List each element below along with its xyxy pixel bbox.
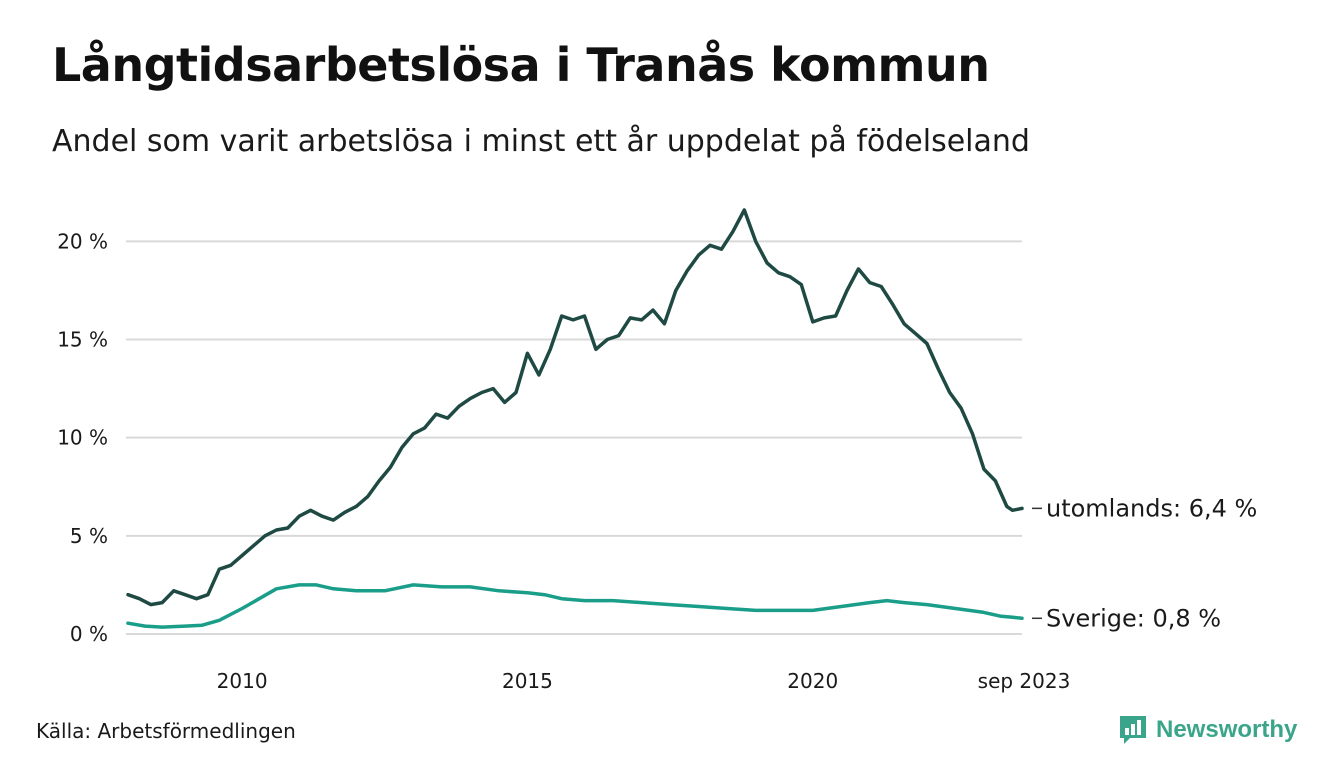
newsworthy-logo-icon xyxy=(1120,716,1146,744)
end-label-utomlands: utomlands: 6,4 % xyxy=(1046,494,1257,522)
brand: Newsworthy xyxy=(1118,714,1297,746)
x-tick-label: 2010 xyxy=(217,669,268,693)
grid-lines xyxy=(126,240,1022,635)
end-labels: utomlands: 6,4 % Sverige: 0,8 % xyxy=(1032,494,1257,632)
series-line-sverige xyxy=(126,583,1024,629)
x-axis-ticks: 2010 2015 2020 sep 2023 xyxy=(217,669,1071,693)
brand-name: Newsworthy xyxy=(1156,716,1298,743)
x-tick-label: 2020 xyxy=(787,669,838,693)
y-tick-label: 0 % xyxy=(70,622,108,646)
series-lines xyxy=(126,208,1024,629)
y-tick-label: 20 % xyxy=(57,229,108,253)
y-axis-ticks: 0 % 5 % 10 % 15 % 20 % xyxy=(57,229,108,646)
chart-title: Långtidsarbetslösa i Tranås kommun xyxy=(52,38,990,92)
y-tick-label: 10 % xyxy=(57,426,108,450)
x-tick-label: 2015 xyxy=(502,669,553,693)
source-note: Källa: Arbetsförmedlingen xyxy=(36,719,296,743)
y-tick-label: 5 % xyxy=(70,524,108,548)
series-line-utomlands xyxy=(126,208,1024,607)
chart-subtitle: Andel som varit arbetslösa i minst ett å… xyxy=(52,124,1030,159)
y-tick-label: 15 % xyxy=(57,328,108,352)
end-label-sverige: Sverige: 0,8 % xyxy=(1046,604,1221,632)
x-tick-label: sep 2023 xyxy=(978,669,1071,693)
